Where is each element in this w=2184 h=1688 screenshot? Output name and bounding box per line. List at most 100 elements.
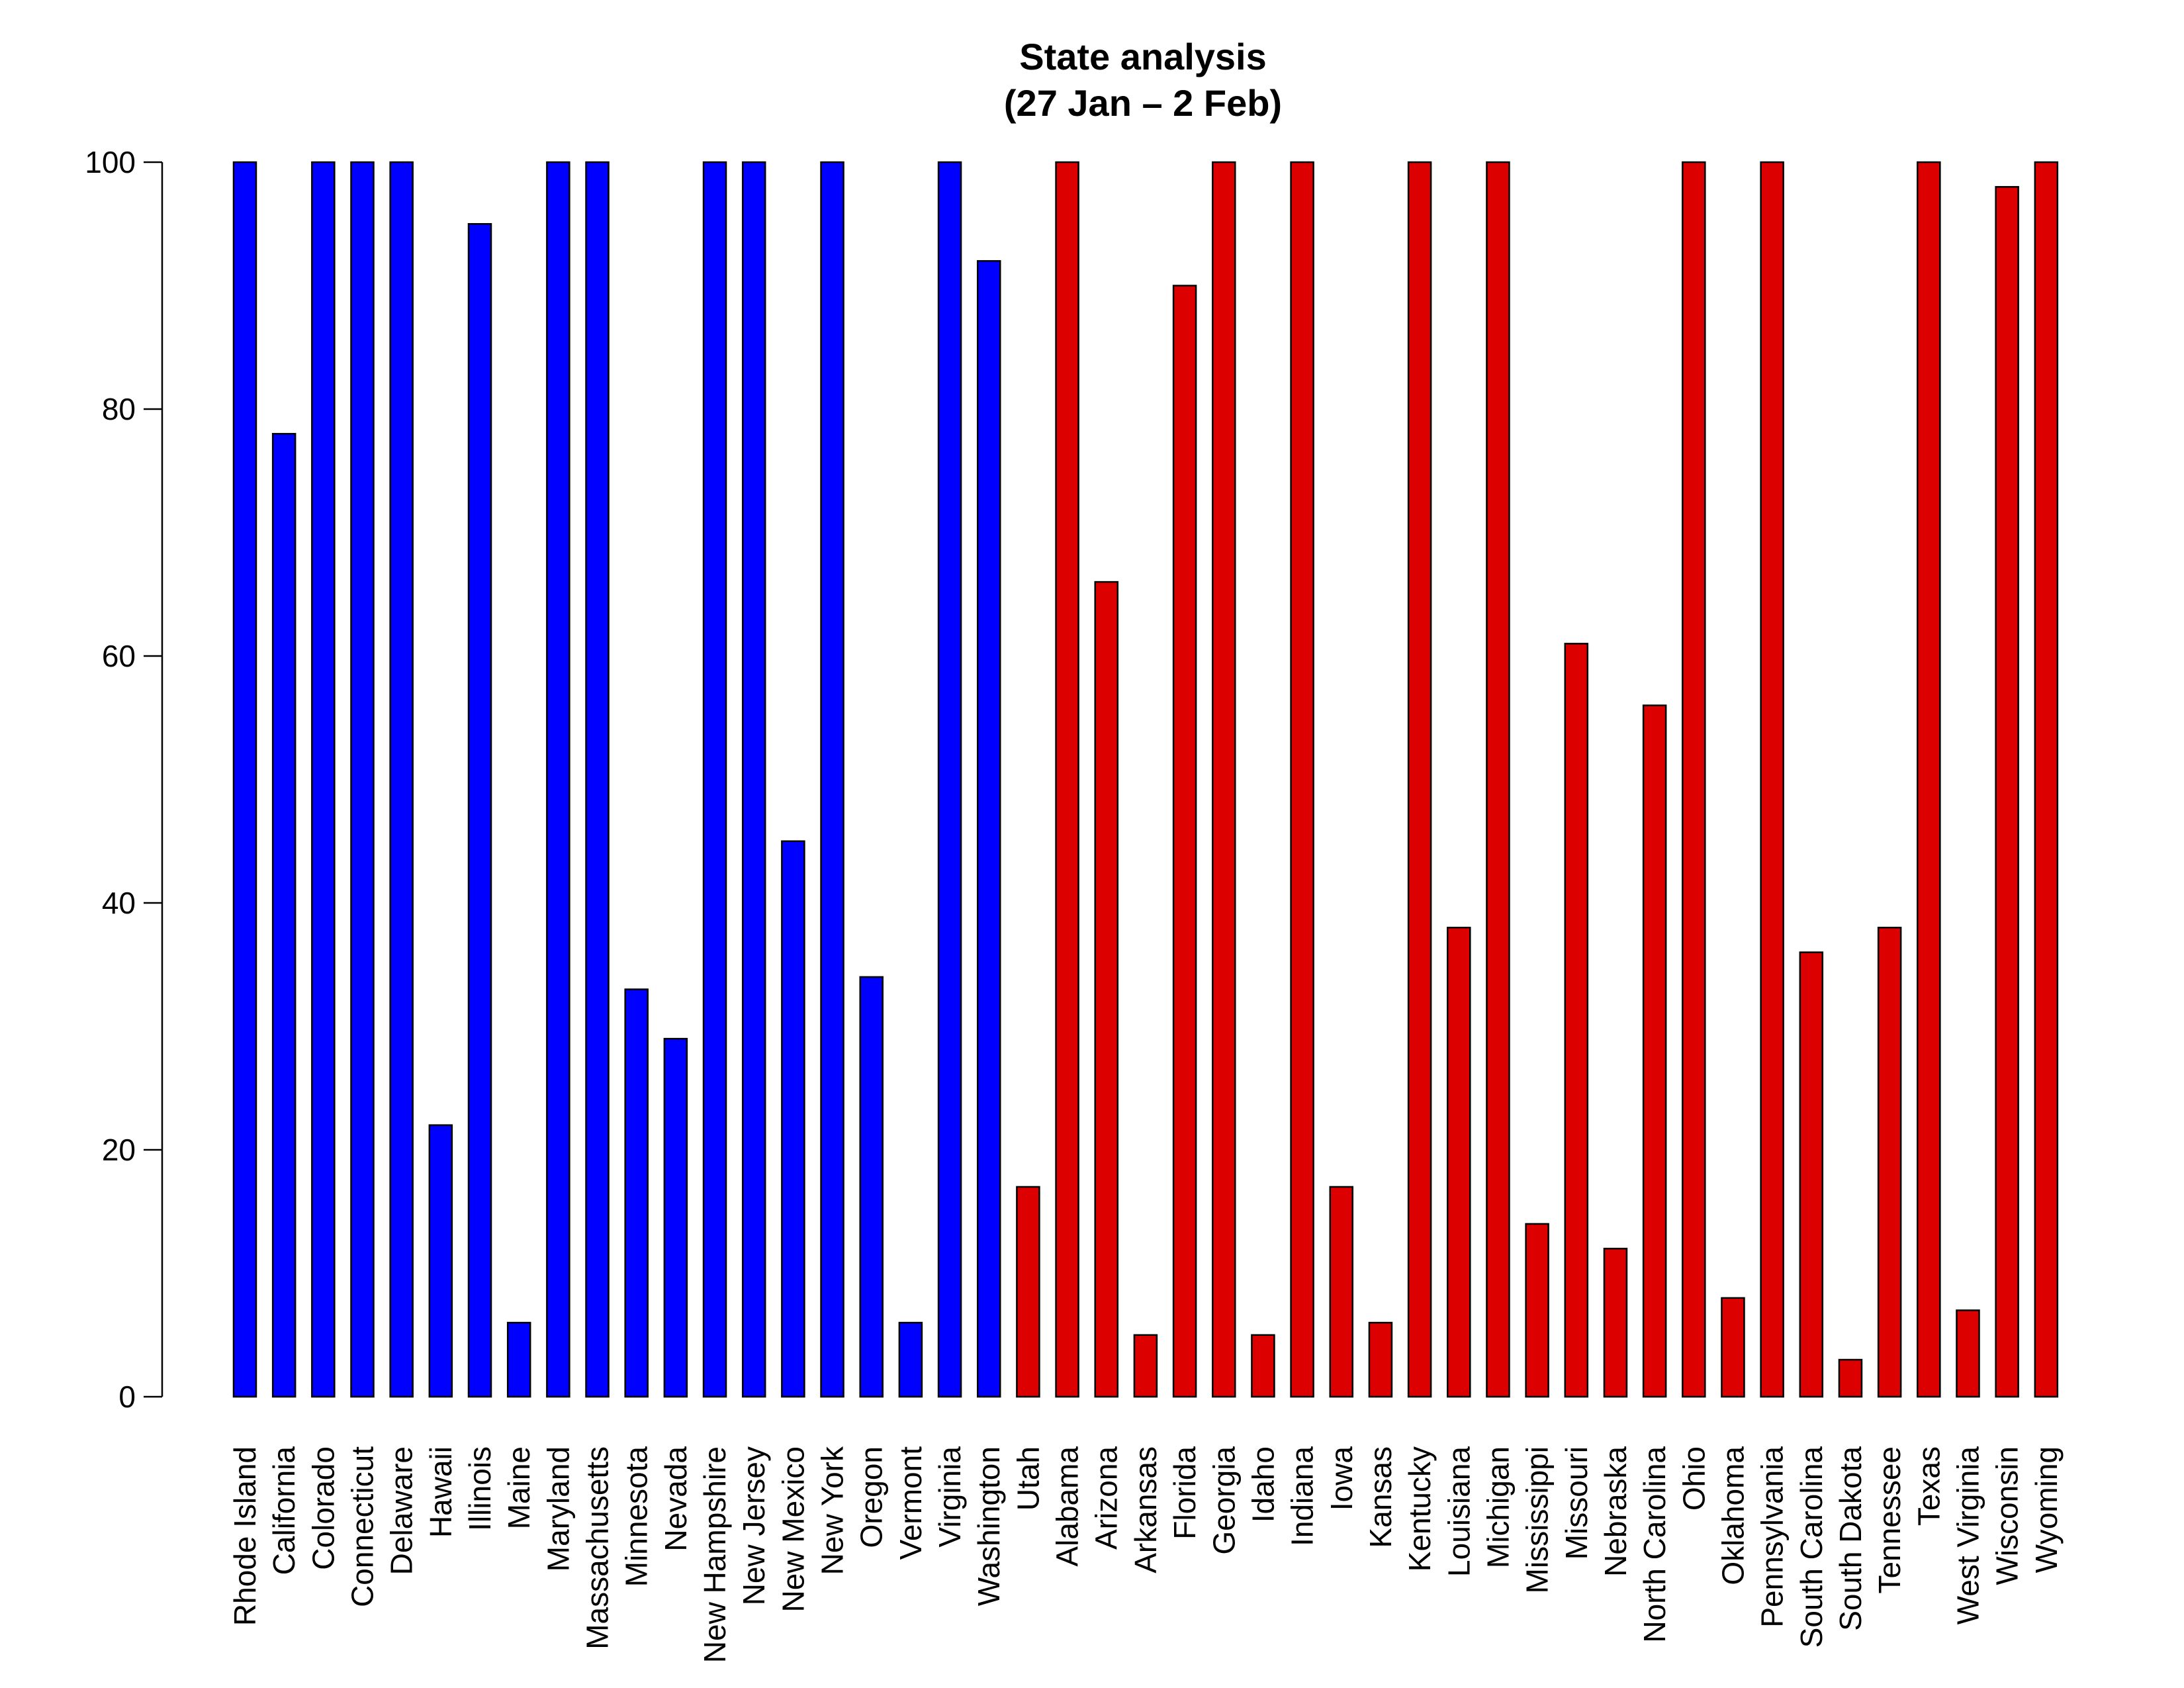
bar: [2034, 161, 2059, 1398]
x-tick-label: Iowa: [1324, 1446, 1359, 1511]
x-tick-label: Utah: [1011, 1446, 1045, 1511]
x-tick-label: Wyoming: [2029, 1446, 2064, 1573]
x-tick-label: Georgia: [1206, 1446, 1241, 1555]
bar: [1094, 581, 1118, 1398]
bar: [937, 161, 962, 1398]
x-tick-label: New Hampshire: [698, 1446, 732, 1663]
x-tick-label: Michigan: [1480, 1446, 1515, 1568]
y-tick-label: 80: [102, 392, 136, 426]
bar: [976, 259, 1001, 1398]
x-tick-label: Hawaii: [424, 1446, 458, 1538]
x-tick-label: Mississippi: [1520, 1446, 1555, 1593]
y-tick-label: 40: [102, 886, 136, 920]
x-tick-label: Colorado: [306, 1446, 340, 1570]
x-tick-label: Vermont: [893, 1446, 928, 1560]
x-tick-label: Missouri: [1559, 1446, 1594, 1560]
bar: [1603, 1247, 1628, 1398]
bar: [311, 161, 336, 1398]
x-tick-label: New Jersey: [737, 1446, 771, 1605]
y-tick-label: 20: [102, 1133, 136, 1167]
chart-title: State analysis (27 Jan – 2 Feb): [1004, 36, 1282, 124]
bar: [546, 161, 570, 1398]
x-tick-label: California: [267, 1446, 301, 1575]
bars: [232, 161, 2059, 1398]
bar: [702, 161, 727, 1398]
x-tick-label: Kentucky: [1402, 1446, 1437, 1571]
bar: [1956, 1309, 1980, 1398]
bar: [781, 840, 805, 1398]
bar: [1525, 1223, 1549, 1398]
x-tick-label: Oregon: [854, 1446, 889, 1548]
bar: [1447, 927, 1471, 1398]
bar: [350, 161, 375, 1398]
bar: [271, 433, 296, 1398]
bar: [663, 1037, 688, 1398]
x-tick-label: Maryland: [541, 1446, 575, 1571]
x-tick-label: North Carolina: [1637, 1446, 1672, 1643]
bar: [585, 161, 610, 1398]
x-tick-label: Delaware: [385, 1446, 419, 1575]
y-tick-label: 60: [102, 639, 136, 673]
x-tick-label: Maine: [502, 1446, 536, 1529]
bar: [389, 161, 414, 1398]
bar: [820, 161, 844, 1398]
x-tick-label: Rhode Island: [228, 1446, 262, 1626]
bar: [1290, 161, 1314, 1398]
x-tick-label: Oklahoma: [1715, 1446, 1750, 1585]
bar: [1877, 927, 1902, 1398]
bar: [1133, 1334, 1158, 1398]
x-tick-label: West Virginia: [1950, 1446, 1985, 1625]
x-axis-labels: Rhode Island California Colorado Connecticu…: [228, 1446, 2064, 1663]
bar: [1407, 161, 1432, 1398]
x-tick-label: Louisiana: [1441, 1446, 1476, 1577]
x-tick-label: Texas: [1911, 1446, 1946, 1526]
x-tick-label: New Mexico: [776, 1446, 810, 1613]
bar: [1251, 1334, 1275, 1398]
bar: [1055, 161, 1079, 1398]
x-tick-label: New York: [815, 1446, 850, 1575]
bar: [1995, 186, 2019, 1398]
x-tick-label: Minnesota: [619, 1446, 654, 1587]
chart-title-line-1: State analysis: [1019, 36, 1267, 77]
bar: [1760, 161, 1784, 1398]
bar: [428, 1124, 453, 1398]
x-tick-label: Pennsylvania: [1755, 1446, 1790, 1628]
bar: [1212, 161, 1236, 1398]
bar: [1799, 951, 1824, 1398]
bar: [1682, 161, 1706, 1398]
bar: [232, 161, 257, 1398]
x-tick-label: Ohio: [1676, 1446, 1711, 1511]
bar: [741, 161, 766, 1398]
bar: [1564, 643, 1589, 1398]
x-tick-label: Indiana: [1285, 1446, 1320, 1546]
y-tick-label: 0: [118, 1380, 136, 1414]
bar: [506, 1321, 531, 1398]
x-tick-label: Idaho: [1246, 1446, 1280, 1523]
x-tick-label: Virginia: [933, 1446, 967, 1548]
bar: [1642, 704, 1667, 1398]
x-tick-label: Wisconsin: [1990, 1446, 2025, 1585]
x-tick-label: Connecticut: [345, 1446, 380, 1607]
x-tick-label: Arkansas: [1128, 1446, 1163, 1573]
x-tick-label: Illinois: [463, 1446, 497, 1531]
bar: [1172, 285, 1197, 1398]
bar: [1368, 1321, 1393, 1398]
x-tick-label: Kansas: [1363, 1446, 1398, 1548]
bar: [467, 223, 492, 1398]
bar: [898, 1321, 923, 1398]
x-tick-label: Arizona: [1089, 1446, 1124, 1550]
bar: [624, 988, 649, 1398]
y-tick-label: 100: [85, 145, 136, 179]
x-tick-label: South Dakota: [1833, 1446, 1868, 1631]
bar: [1016, 1186, 1040, 1398]
bar: [1917, 161, 1941, 1398]
x-tick-label: Florida: [1167, 1446, 1202, 1540]
x-tick-label: Nevada: [659, 1446, 693, 1552]
x-tick-label: Tennessee: [1872, 1446, 1907, 1594]
x-tick-label: Washington: [972, 1446, 1006, 1606]
chart-title-line-2: (27 Jan – 2 Feb): [1004, 82, 1282, 124]
bar: [1486, 161, 1510, 1398]
bar: [1721, 1297, 1745, 1398]
